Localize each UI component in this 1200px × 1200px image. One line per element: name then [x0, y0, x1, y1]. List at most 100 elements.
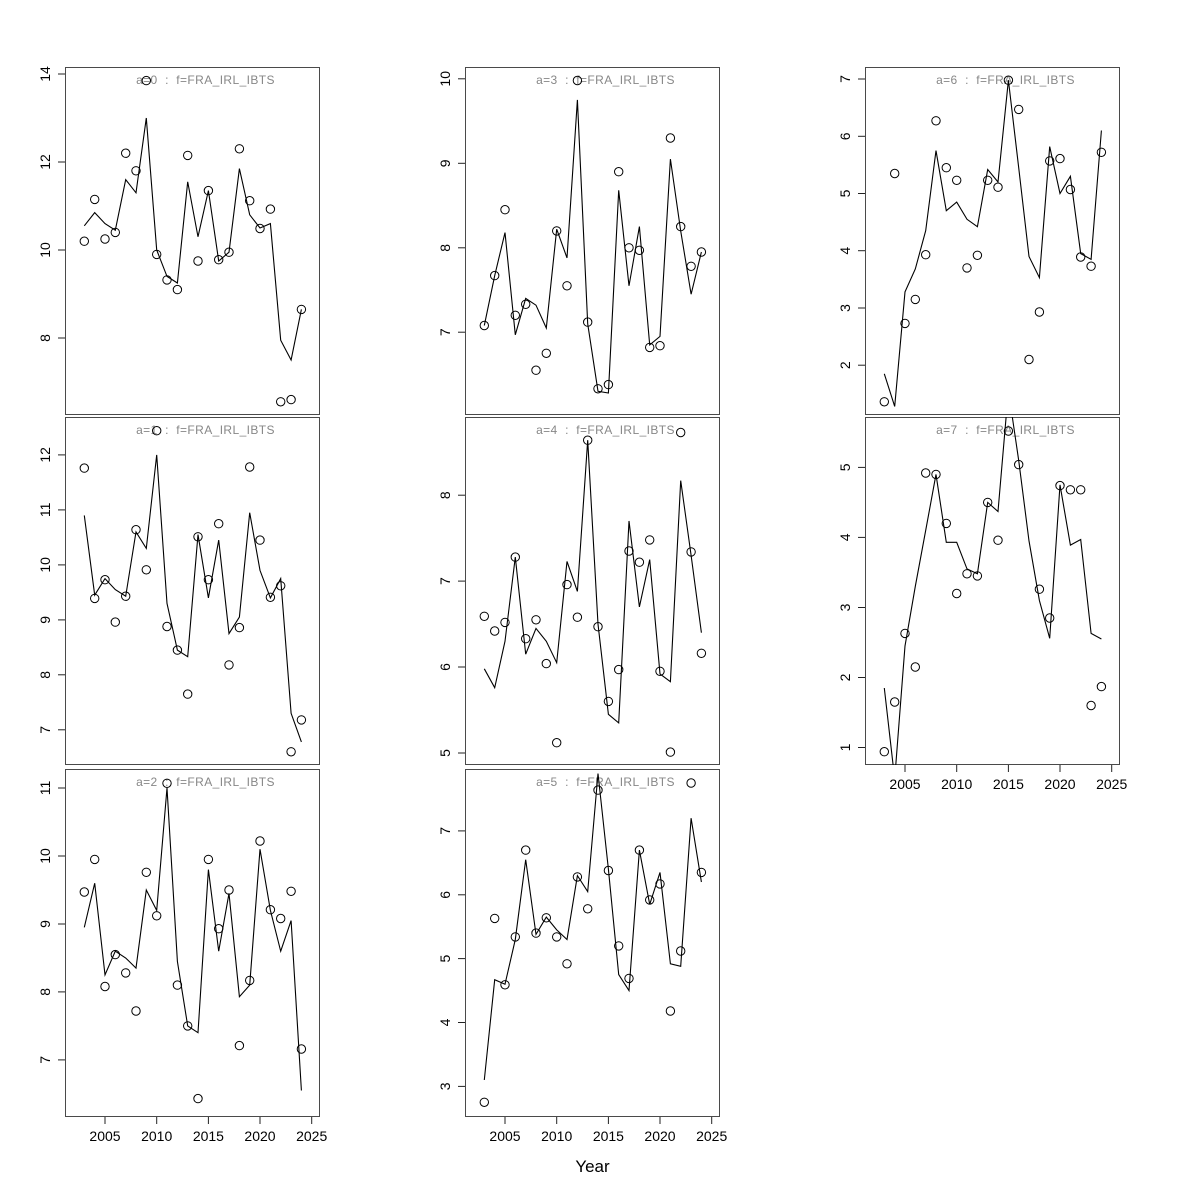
observation-point [910, 294, 920, 305]
observation-point [962, 569, 972, 579]
svg-text:7: 7 [37, 726, 53, 734]
svg-text:5: 5 [837, 189, 853, 197]
svg-text:9: 9 [37, 920, 53, 928]
observation-point [152, 911, 162, 921]
panel-box [65, 417, 320, 765]
observation-point [510, 310, 520, 321]
observation-point [265, 592, 276, 603]
observation-point [1076, 485, 1086, 495]
observation-point [552, 738, 562, 748]
observation-point [1014, 459, 1024, 470]
observation-point [245, 196, 255, 206]
svg-text:2: 2 [837, 673, 853, 681]
observation-point [696, 648, 707, 659]
fit-line [483, 99, 702, 394]
fit-line [483, 440, 702, 725]
y-axis: 7 8 9 10 [437, 71, 465, 336]
observation-point [500, 980, 510, 990]
y-axis: 7 8 9 10 11 [37, 781, 65, 1064]
y-axis: 8 10 12 14 [37, 66, 65, 342]
observation-point [962, 263, 972, 273]
svg-text:2015: 2015 [593, 1128, 624, 1144]
observation-point [183, 150, 193, 161]
svg-text:2020: 2020 [644, 1128, 675, 1144]
panel-a3-plot: 7 8 9 10 [437, 67, 720, 415]
observation-point [203, 185, 214, 196]
observation-point [541, 348, 552, 358]
observation-point [193, 256, 203, 266]
observation-point [265, 204, 276, 214]
observation-point [510, 932, 520, 942]
observation-point [100, 575, 110, 585]
observation-point [90, 593, 100, 604]
observation-point [562, 281, 572, 291]
observation-point [614, 941, 624, 951]
observation-point [634, 845, 645, 855]
svg-text:1: 1 [837, 743, 853, 751]
svg-text:2020: 2020 [244, 1128, 275, 1144]
observation-point [952, 175, 962, 186]
observation-point [624, 243, 634, 253]
fit-line [883, 80, 1102, 407]
observation-point [214, 255, 224, 265]
panel-a6-title: a=6 : f=FRA_IRL_IBTS [936, 73, 1075, 87]
observation-point [1024, 354, 1034, 365]
observation-point [224, 660, 234, 670]
data-layer [879, 75, 1107, 407]
observation-point [686, 261, 696, 272]
y-axis: 3 4 5 6 7 [437, 827, 465, 1090]
observation-point [696, 867, 707, 878]
svg-text:2015: 2015 [993, 776, 1024, 792]
observation-point [172, 980, 183, 990]
panel-a5: a=5 : f=FRA_IRL_IBTS 3 4 5 6 7 2005 2010 2015 20… [420, 769, 727, 1171]
panel-a4-plot: 5 6 7 8 [437, 417, 720, 765]
observation-point [921, 250, 931, 260]
observation-point [276, 913, 286, 924]
observation-point [993, 535, 1003, 545]
observation-point [531, 928, 541, 938]
panel-a5-title: a=5 : f=FRA_IRL_IBTS [536, 775, 675, 789]
observation-point [255, 223, 265, 234]
observation-point [234, 622, 245, 633]
svg-text:2: 2 [837, 361, 853, 369]
x-axis: 2005 2010 2015 2020 2025 [489, 1117, 727, 1144]
y-axis: 2 3 4 5 6 7 [837, 75, 865, 369]
panel-box [65, 67, 320, 415]
data-layer [79, 778, 307, 1104]
observation-point [583, 317, 593, 327]
svg-text:2005: 2005 [889, 776, 920, 792]
data-layer [479, 773, 707, 1107]
observation-point [931, 116, 941, 126]
observation-point [665, 747, 676, 757]
observation-point [131, 1006, 141, 1016]
data-layer [479, 75, 707, 394]
observation-point [614, 167, 624, 177]
svg-text:2015: 2015 [193, 1128, 224, 1144]
panel-a1-title: a=1 : f=FRA_IRL_IBTS [136, 423, 275, 437]
observation-point [121, 591, 131, 601]
observation-point [952, 588, 962, 599]
observation-point [879, 397, 889, 407]
observation-point [172, 284, 183, 295]
observation-point [490, 626, 500, 636]
observation-point [183, 1021, 193, 1031]
observation-point [490, 270, 500, 281]
panel-a6-plot: 2 3 4 5 6 7 [837, 67, 1120, 415]
observation-point [655, 341, 665, 351]
svg-text:6: 6 [837, 132, 853, 140]
observation-point [255, 836, 265, 846]
observation-point [296, 1044, 307, 1054]
observation-point [79, 887, 89, 897]
fit-line [83, 787, 302, 1091]
observation-point [1034, 307, 1045, 317]
observation-point [234, 144, 245, 154]
observation-point [1086, 261, 1096, 271]
svg-text:3: 3 [437, 1082, 453, 1090]
panel-a2-plot: 7 8 9 10 11 2005 2010 2015 2020 2025 [37, 769, 327, 1144]
svg-text:7: 7 [437, 577, 453, 585]
panel-a2-title: a=2 : f=FRA_IRL_IBTS [136, 775, 275, 789]
observation-point [183, 689, 193, 699]
observation-point [603, 865, 614, 876]
observation-point [900, 318, 910, 329]
observation-point [286, 394, 296, 405]
